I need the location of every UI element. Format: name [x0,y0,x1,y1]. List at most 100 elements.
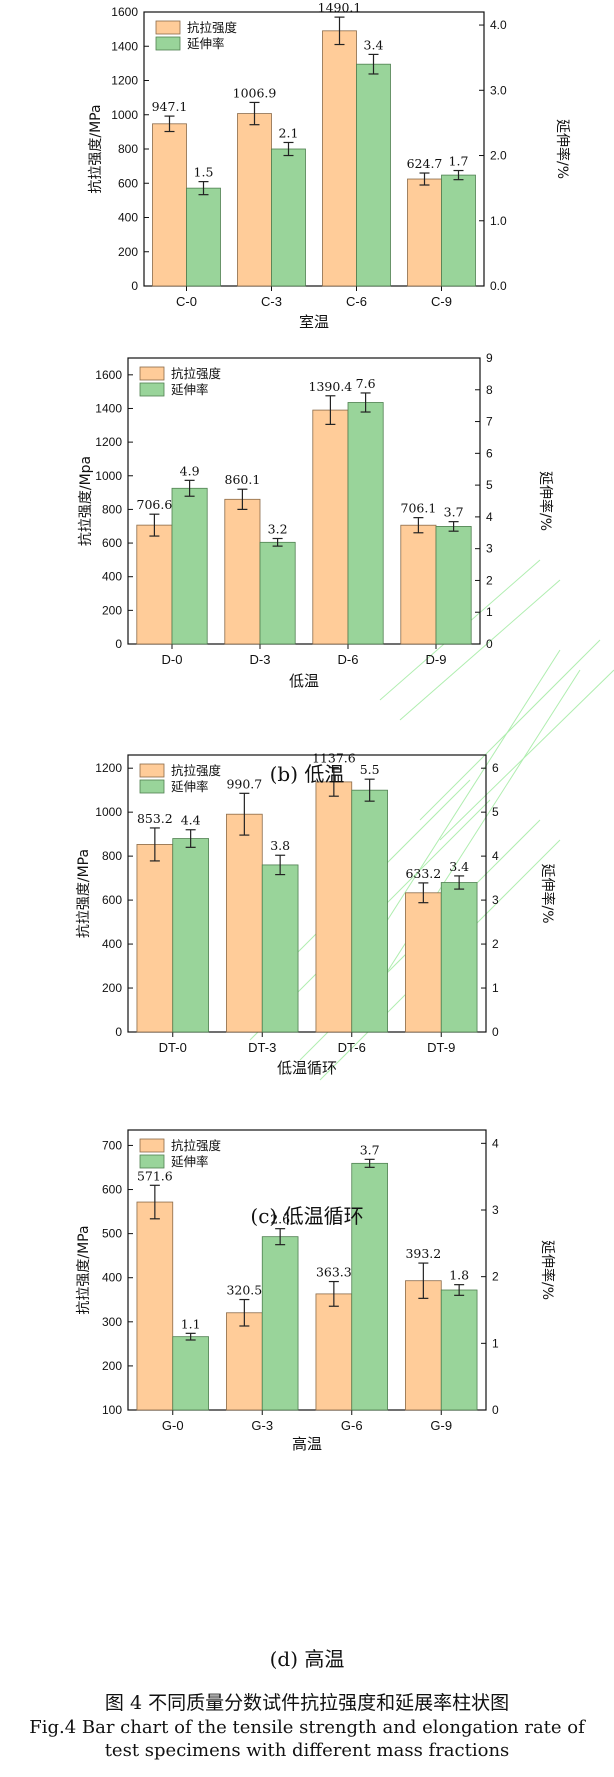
bar-strength-C-0 [152,123,187,287]
left-tick-label: 200 [102,981,122,995]
left-tick-label: 1200 [95,435,122,449]
panel-b-caption: (b) 低温 [269,762,345,786]
left-tick-label: 1000 [95,469,122,483]
watermark-line-6 [419,639,601,821]
right-tick-label: 6 [492,761,499,775]
watermark-line-5 [349,669,581,1031]
right-tick-label: 4 [492,1136,499,1150]
data-label-elongation: 5.5 [360,762,380,777]
left-tick-label: 0 [115,637,122,651]
bar-strength-D-6 [312,409,349,645]
data-label-strength: 706.6 [137,497,173,512]
left-tick-label: 600 [118,176,138,190]
panel-d-caption: (d) 高温 [269,1647,345,1671]
legend-swatch-elongation [155,36,181,51]
x-tick-label: D-0 [162,652,183,667]
y2-axis-label: 延伸率/% [554,119,571,179]
watermark-line-9 [399,579,561,721]
bar-elongation-D-3 [259,541,296,645]
legend-swatch-elongation [139,1154,165,1169]
legend-label-strength: 抗拉强度 [171,1138,222,1153]
left-tick-label: 1200 [95,761,122,775]
data-label-elongation: 3.4 [449,859,469,874]
data-label-elongation: 3.8 [270,838,290,853]
right-tick-label: 0.0 [490,279,507,293]
x-tick-label: C-3 [261,294,282,309]
right-tick-label: 5 [486,478,493,492]
bar-elongation-G-0 [172,1336,209,1411]
y-axis-label: 抗拉强度/MPa [76,1225,92,1314]
legend-swatch-strength [139,366,165,381]
data-label-strength: 1490.1 [318,0,362,15]
data-label-elongation: 1.1 [181,1316,201,1331]
left-tick-label: 400 [102,937,122,951]
data-label-elongation: 2.1 [279,125,299,140]
right-tick-label: 5 [492,805,499,819]
bar-elongation-C-0 [186,187,221,287]
bar-elongation-C-9 [441,174,476,287]
bar-strength-C-6 [322,30,357,287]
bar-elongation-D-0 [171,487,208,645]
right-tick-label: 3 [486,542,493,556]
plot-frame [127,357,481,645]
right-tick-label: 0 [486,637,493,651]
data-label-strength: 1390.4 [309,379,353,394]
legend-label-elongation: 延伸率 [171,1154,209,1169]
data-label-elongation: 1.7 [449,154,469,169]
left-tick-label: 400 [102,1271,122,1285]
x-tick-label: D-9 [426,652,447,667]
chart-panel-1: 0 200 400 600 800 1000 1200 1400 1600 0 1 2 3 4 5 6 7 8 9 抗… [78,351,554,690]
bar-elongation-C-6 [356,63,391,287]
x-axis-label: 室温 [299,313,329,331]
x-tick-label: D-6 [338,652,359,667]
figure-caption-en-line1: Fig.4 Bar chart of the tensile strength … [29,1717,585,1738]
right-tick-label: 2.0 [490,149,507,163]
data-label-elongation: 1.5 [194,165,214,180]
x-axis-label: 高温 [292,1435,322,1453]
y-axis-label: 抗拉强度/Mpa [78,456,94,546]
left-tick-label: 1400 [95,401,122,415]
left-tick-label: 200 [102,1359,122,1373]
right-tick-label: 1 [486,605,493,619]
data-label-elongation: 7.6 [356,376,376,391]
x-tick-label: D-3 [250,652,271,667]
right-tick-label: 1.0 [490,214,507,228]
bar-strength-G-3 [226,1312,263,1411]
legend-label-strength: 抗拉强度 [187,20,238,35]
data-label-elongation: 3.2 [268,521,288,536]
legend-swatch-strength [139,763,165,778]
figure-caption-en-line2: test specimens with different mass fract… [104,1740,510,1761]
bar-elongation-DT-6 [351,789,388,1033]
bar-strength-G-9 [405,1280,442,1411]
bar-strength-C-3 [237,113,272,287]
data-label-elongation: 4.9 [180,463,200,478]
right-tick-label: 4 [492,849,499,863]
left-tick-label: 800 [102,849,122,863]
right-tick-label: 0 [492,1403,499,1417]
bar-elongation-D-6 [347,402,384,645]
bar-elongation-D-9 [435,526,472,645]
left-tick-label: 400 [118,211,138,225]
y2-axis-label: 延伸率/% [539,1240,556,1300]
left-tick-label: 1000 [111,108,138,122]
bar-strength-D-9 [400,524,437,645]
data-label-strength: 706.1 [401,501,437,516]
right-tick-label: 2 [492,1270,499,1284]
bar-strength-C-9 [407,178,442,287]
data-label-strength: 1137.6 [312,751,356,766]
x-tick-label: DT-3 [248,1040,276,1055]
data-label-strength: 990.7 [226,776,262,791]
left-tick-label: 800 [118,142,138,156]
data-label-elongation: 1.8 [449,1268,469,1283]
chart-panel-2: 0 200 400 600 800 1000 1200 0 1 2 3 4 5 6 抗拉强度/MPa 延伸率/… [76,751,556,1077]
data-label-strength: 363.3 [316,1265,352,1280]
right-tick-label: 9 [486,351,493,365]
right-tick-label: 4.0 [490,18,507,32]
right-tick-label: 2 [486,573,493,587]
right-tick-label: 4 [486,510,493,524]
plot-frame [127,1129,487,1411]
data-label-elongation: 4.4 [181,813,201,828]
panel-c-caption: (c) 低温循环 [250,1204,364,1228]
x-axis-label: 低温循环 [277,1059,337,1077]
